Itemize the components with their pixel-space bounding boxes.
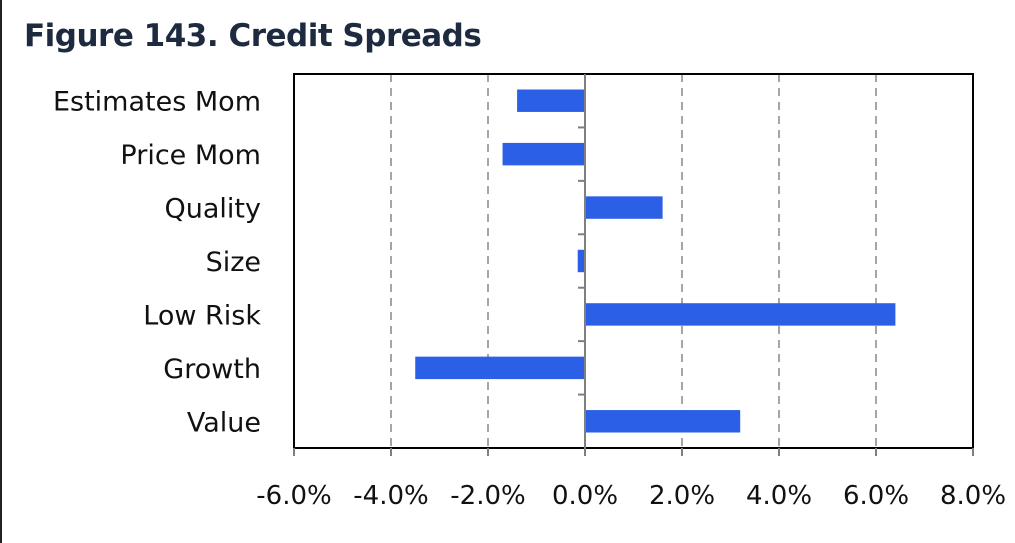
x-tick-label-3: 0.0% xyxy=(552,481,618,511)
x-tick-label-4: 2.0% xyxy=(649,481,715,511)
bar-size xyxy=(577,249,585,273)
bars xyxy=(415,89,896,433)
category-label-low-risk: Low Risk xyxy=(143,300,261,331)
category-labels: Estimates Mom Price Mom Quality Size Low Ris… xyxy=(53,87,261,439)
category-label-price-mom: Price Mom xyxy=(120,140,261,171)
axes xyxy=(293,73,974,456)
x-tick-label-0: -6.0% xyxy=(256,481,331,511)
bar-low-risk xyxy=(585,303,896,326)
plot-border xyxy=(293,73,974,449)
category-label-growth: Growth xyxy=(163,354,261,385)
x-tick-label-1: -4.0% xyxy=(353,481,428,511)
x-tick-label-7: 8.0% xyxy=(940,481,1006,511)
bar-value xyxy=(585,410,741,433)
category-label-estimates-mom: Estimates Mom xyxy=(53,87,261,118)
bar-quality xyxy=(585,196,663,219)
bar-estimates-mom xyxy=(517,89,585,112)
x-tick-label-6: 6.0% xyxy=(843,481,909,511)
x-tick-label-5: 4.0% xyxy=(746,481,812,511)
gridlines xyxy=(390,74,877,448)
bar-price-mom xyxy=(502,142,585,166)
category-label-size: Size xyxy=(206,247,261,278)
category-label-value: Value xyxy=(187,407,261,438)
x-tick-label-2: -2.0% xyxy=(450,481,525,511)
tick-labels: -6.0% -4.0% -2.0% 0.0% 2.0% 4.0% 6.0% 8.0% xyxy=(256,481,1006,511)
chart-title: Figure 143. Credit Spreads xyxy=(24,18,482,54)
bar-growth xyxy=(415,356,585,380)
category-label-quality: Quality xyxy=(165,194,261,225)
